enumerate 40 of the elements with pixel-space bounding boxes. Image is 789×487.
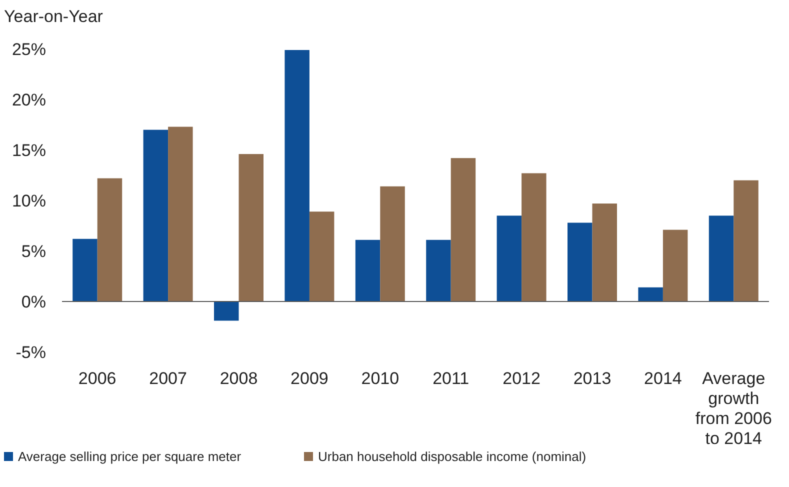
bar [309, 212, 334, 302]
x-tick-label: 2010 [361, 369, 400, 388]
y-tick-label: 20% [12, 90, 46, 110]
y-tick-label: 10% [12, 191, 46, 210]
y-tick-label: 0% [21, 292, 46, 312]
bar [568, 222, 592, 302]
bar [97, 178, 122, 302]
x-tick-label: 2008 [220, 369, 258, 388]
bar [380, 186, 405, 302]
y-tick-label: 25% [12, 40, 46, 59]
y-tick-label: 5% [21, 242, 46, 261]
bar [592, 204, 617, 302]
bar [214, 302, 239, 321]
x-tick-label: 2009 [290, 369, 328, 388]
bar [355, 240, 380, 302]
bar [143, 130, 168, 302]
bar [496, 216, 522, 302]
bar [450, 158, 476, 302]
y-tick-label: -5% [16, 342, 46, 362]
legend-label: Average selling price per square meter [18, 449, 242, 464]
bar [426, 240, 451, 302]
y-axis-title: Year-on-Year [4, 7, 104, 26]
bar [662, 230, 688, 302]
x-tick-label: 2014 [644, 369, 682, 388]
x-tick-label: 2006 [78, 369, 116, 388]
bar [238, 154, 264, 302]
x-tick-label: Average growth from 2006 to 2014 [695, 369, 772, 448]
bar [284, 50, 310, 302]
x-tick-label: 2007 [149, 369, 187, 388]
bar [522, 173, 546, 302]
y-tick-label: 15% [12, 140, 46, 160]
bar [72, 238, 98, 302]
bar [638, 287, 663, 302]
bar [734, 180, 758, 302]
x-tick-label: 2012 [502, 369, 540, 388]
legend-label: Urban household disposable income (nominal) [318, 449, 586, 464]
bar [168, 126, 193, 302]
x-tick-label: 2013 [573, 369, 612, 388]
x-tick-label: 2011 [432, 369, 470, 388]
bar [708, 216, 734, 302]
